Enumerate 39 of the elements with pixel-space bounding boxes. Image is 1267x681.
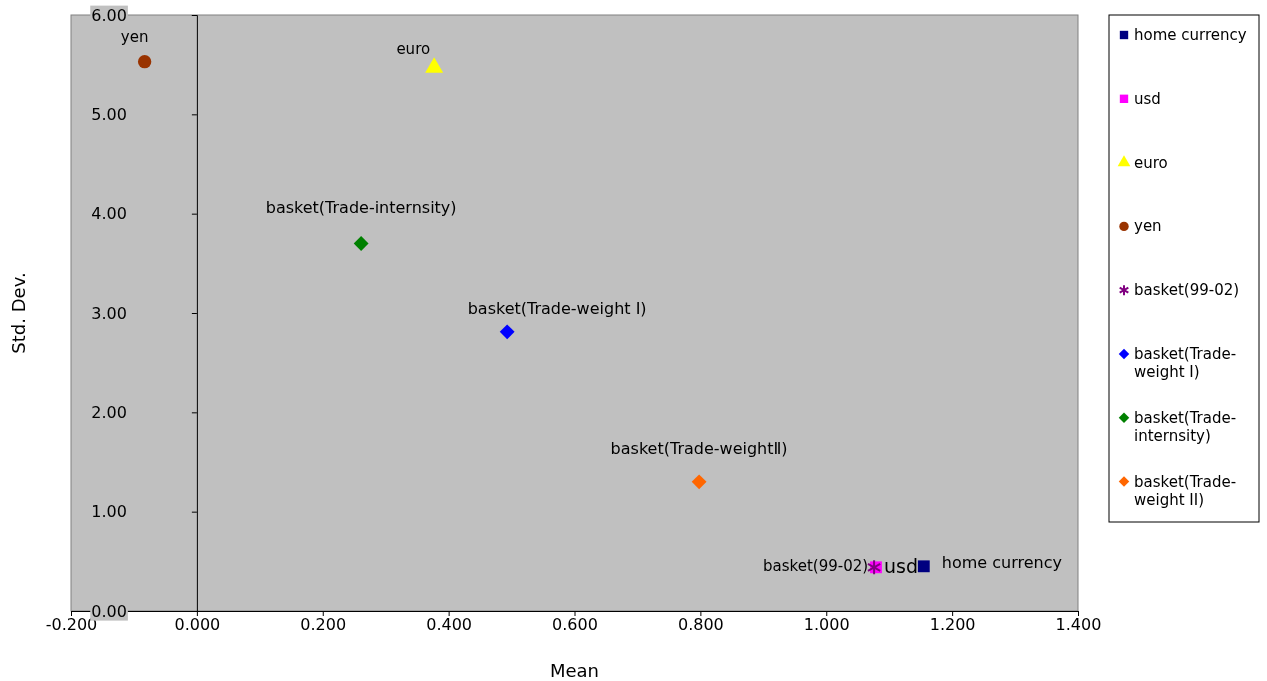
point [866, 559, 882, 576]
x-tick-label: 0.400 [426, 615, 473, 635]
annotation: basket(99-02) [762, 557, 869, 576]
point [917, 560, 930, 573]
x-tick-label: 0.200 [300, 615, 347, 635]
x-tick-label: 1.200 [929, 615, 976, 635]
x-axis-title: Mean [549, 660, 600, 681]
x-tick-label: 0.600 [552, 615, 598, 635]
y-tick-label: 3.00 [91, 303, 127, 323]
y-tick-label: 5.00 [91, 104, 127, 124]
legend-label: basket(Trade-weight I) [1134, 345, 1237, 381]
annotation: basket(Trade-internsity) [265, 198, 457, 218]
point [137, 55, 152, 69]
y-tick-label: 2.00 [91, 402, 127, 422]
point [691, 474, 707, 490]
annotation: yen [120, 27, 149, 46]
annotation: usd [883, 555, 918, 578]
x-tick-label: 0.800 [677, 615, 724, 635]
x-tick-label: 1.400 [1055, 615, 1102, 635]
y-tick-label: 0.00 [91, 601, 127, 621]
y-tick-label: 6.00 [91, 5, 127, 25]
y-axis-title: Std. Dev. [8, 272, 29, 354]
legend-label: basket(Trade-weight II) [1134, 472, 1237, 509]
legend-label: basket(Trade-internsity) [1134, 408, 1237, 445]
legend-label: usd [1134, 89, 1161, 108]
annotation: basket(Trade-weight Ⅰ) [467, 298, 647, 318]
point [353, 236, 369, 251]
x-tick-label: 1.000 [803, 615, 850, 635]
x-tick-label: 0.000 [174, 615, 221, 635]
legend-label: yen [1134, 217, 1162, 236]
annotation: basket(Trade-weightⅡ) [610, 438, 788, 458]
annotation: euro [396, 39, 431, 58]
y-tick-label: 4.00 [91, 204, 127, 224]
legend-label: home currency [1134, 26, 1247, 44]
point [499, 324, 515, 340]
legend-label: basket(99-02) [1134, 281, 1240, 300]
annotation: home currency [941, 553, 1062, 573]
y-tick-label: 1.00 [91, 502, 127, 522]
legend-label: euro [1134, 153, 1168, 172]
